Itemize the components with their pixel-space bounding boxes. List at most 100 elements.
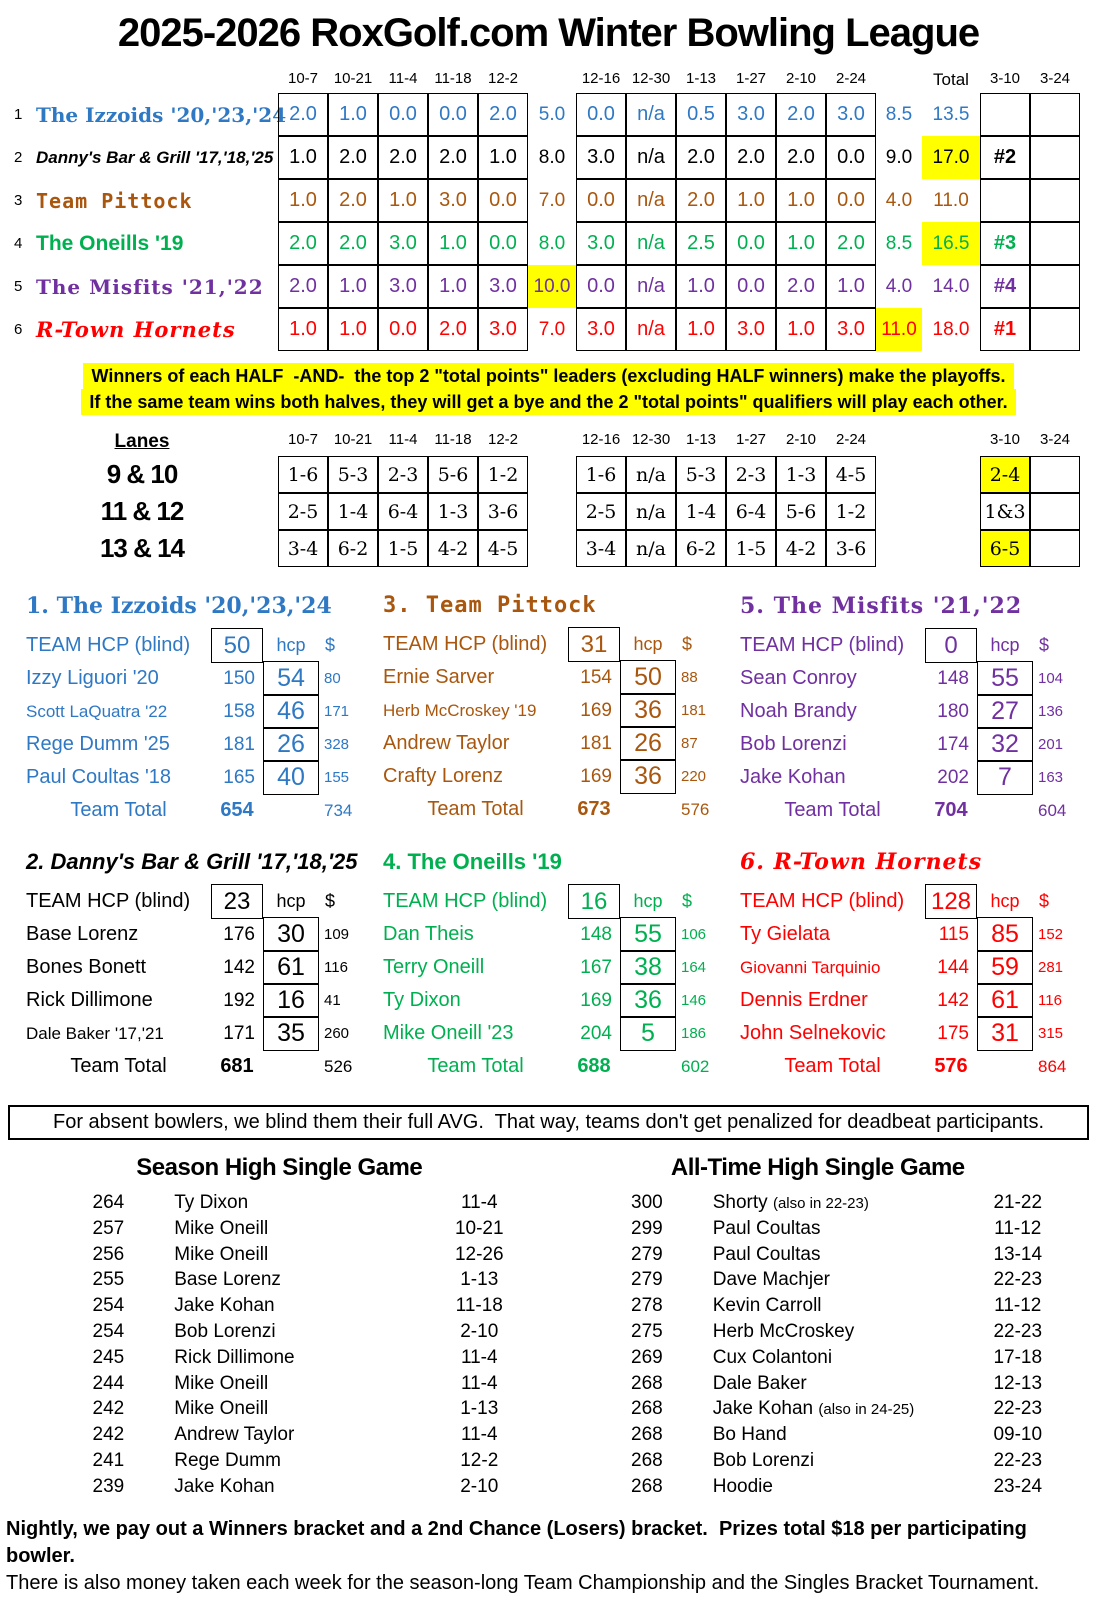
high-game-date: 11-4 xyxy=(460,1424,498,1446)
bowler-handicap: 30 xyxy=(263,917,319,952)
page-title: 2025-2026 RoxGolf.com Winter Bowling Lea… xyxy=(117,11,980,55)
team-hcp-label: TEAM HCP (blind) xyxy=(740,634,905,656)
hcp-column-header: hcp xyxy=(990,891,1020,911)
points-cell: 2.0 xyxy=(776,265,826,308)
lane-matchup-cell: 4-5 xyxy=(826,456,876,493)
date-header: 10-21 xyxy=(333,70,373,87)
high-game-date: 2-10 xyxy=(460,1475,499,1497)
bowler-money: 171 xyxy=(324,703,350,720)
bowler-money: 109 xyxy=(324,926,350,943)
date-header: 1-13 xyxy=(685,70,717,87)
points-cell: 2.0 xyxy=(676,136,726,179)
points-cell: 3.0 xyxy=(378,222,428,265)
points-cell: 2.0 xyxy=(278,265,328,308)
bowler-money: 136 xyxy=(1038,703,1064,720)
high-game-name: Bo Hand xyxy=(712,1424,787,1446)
header-spacer xyxy=(528,431,576,456)
bowler-average: 169 xyxy=(580,765,612,787)
bowler-handicap: 55 xyxy=(977,661,1033,696)
team-total-value: 704 xyxy=(934,799,968,821)
date-header: 1-27 xyxy=(735,431,767,448)
points-cell: 2.0 xyxy=(278,93,328,136)
half2-total: 8.5 xyxy=(885,232,913,254)
bowler-handicap: 61 xyxy=(263,950,319,985)
lane-matchup-cell: 3-6 xyxy=(478,493,528,530)
lane-matchup-cell: n/a xyxy=(626,493,676,530)
high-game-score: 242 xyxy=(92,1424,125,1446)
header-spacer xyxy=(528,70,576,93)
bowler-name: Crafty Lorenz xyxy=(383,765,504,787)
lane-matchup-cell: 6-4 xyxy=(378,493,428,530)
points-cell: 0.0 xyxy=(726,265,776,308)
bowler-money: 88 xyxy=(681,669,698,686)
playoff-empty-cell xyxy=(1030,308,1080,351)
lane-matchup-cell: 3-4 xyxy=(576,530,626,567)
points-cell: 1.0 xyxy=(328,93,378,136)
playoff-note-line1: Winners of each HALF -AND- the top 2 "to… xyxy=(83,363,1014,389)
bowler-average: 158 xyxy=(223,700,255,722)
bowler-average: 144 xyxy=(937,956,969,978)
lane-playoff-cell xyxy=(1030,456,1080,493)
team-rosters: 1. The Izzoids '20,'23,'24 TEAM HCP (blin… xyxy=(0,567,1097,1083)
alltime-high-rows: 300 Shorty (also in 22-23) 21-22 299 Paul Co… xyxy=(549,1192,1088,1502)
date-header: 12-2 xyxy=(487,70,519,87)
lanes-table: 9 & 10 1-6 5-3 2-3 5-6 1-2 1-6 n/a 5-3 2-3 1-3 4-5 2… xyxy=(6,456,1097,567)
lane-spacer xyxy=(528,456,576,493)
bowler-name: Paul Coultas '18 xyxy=(26,766,172,788)
lane-matchup-cell: 6-2 xyxy=(328,530,378,567)
bowler-name: Ernie Sarver xyxy=(383,666,495,688)
lane-matchup-cell: 5-6 xyxy=(776,493,826,530)
payout-note: Nightly, we pay out a Winners bracket an… xyxy=(6,1517,1033,1567)
bowler-handicap: 26 xyxy=(620,726,676,761)
header-spacer xyxy=(6,70,278,93)
lanes-date-header: Lanes 10-7 10-21 11-4 11-18 12-2 12-16 12-30 1-1… xyxy=(6,431,1097,456)
points-cell: 1.0 xyxy=(776,308,826,351)
team-hcp-value: 23 xyxy=(211,884,263,919)
roster-grid: TEAM HCP (blind) 50 hcp $ Izzy Liguori '20 15… xyxy=(26,628,369,827)
standings-table: 1 The Izzoids '20,'23,'24 2.0 1.0 0.0 0.0 2.0 5… xyxy=(6,93,1097,351)
points-cell: n/a xyxy=(626,308,676,351)
high-game-name: Mike Oneill xyxy=(174,1243,269,1265)
high-game-score: 275 xyxy=(631,1320,663,1342)
lane-playoff-cell xyxy=(1030,530,1080,567)
lane-matchup-cell: 5-3 xyxy=(676,456,726,493)
lane-spacer xyxy=(528,493,576,530)
roster-grid: TEAM HCP (blind) 0 hcp $ Sean Conroy 148 55 104… xyxy=(740,628,1083,827)
high-game-name: Paul Coultas xyxy=(712,1243,821,1265)
bowler-money: 41 xyxy=(324,992,341,1009)
bowler-name: Giovanni Tarquinio xyxy=(740,957,881,977)
bowler-average: 181 xyxy=(223,733,255,755)
high-game-date: 22-23 xyxy=(993,1398,1043,1420)
date-header: 12-2 xyxy=(487,431,519,448)
bowler-money: 152 xyxy=(1038,926,1064,943)
lane-matchup-cell: 1-5 xyxy=(726,530,776,567)
bowler-handicap: 27 xyxy=(977,694,1033,729)
half1-total: 8.0 xyxy=(538,146,566,168)
high-game-name: Hoodie xyxy=(712,1475,773,1497)
points-cell: 2.0 xyxy=(428,136,478,179)
team-row-name: 6 R-Town Hornets xyxy=(6,308,278,351)
lane-matchup-cell: 2-5 xyxy=(576,493,626,530)
date-header: 11-18 xyxy=(434,431,472,448)
high-game-date: 11-12 xyxy=(994,1217,1042,1239)
high-game-name: Andrew Taylor xyxy=(174,1424,295,1446)
bowler-name: Ty Gielata xyxy=(740,923,831,945)
bowler-average: 154 xyxy=(580,666,612,688)
team-row-name: 2 Danny's Bar & Grill '17,'18,'25 xyxy=(6,136,278,179)
bowler-money: 201 xyxy=(1038,736,1064,753)
roster-card: 2. Danny's Bar & Grill '17,'18,'25 TEAM H… xyxy=(26,849,369,1083)
lane-matchup-cell: 1-4 xyxy=(328,493,378,530)
hcp-column-header: hcp xyxy=(276,635,306,655)
team-hcp-label: TEAM HCP (blind) xyxy=(383,633,548,655)
money-column-header: $ xyxy=(682,891,693,911)
weekly-money-note: There is also money taken each week for … xyxy=(6,1571,1040,1594)
date-header: 11-18 xyxy=(434,70,472,87)
bowler-name: Dennis Erdner xyxy=(740,989,868,1011)
high-game-name: Kevin Carroll xyxy=(712,1295,822,1317)
points-cell: 0.0 xyxy=(378,308,428,351)
bowler-name: Mike Oneill '23 xyxy=(383,1022,514,1044)
bowler-handicap: 7 xyxy=(977,760,1033,795)
hcp-column-header: hcp xyxy=(633,634,663,654)
date-header: 10-7 xyxy=(287,431,319,448)
lane-matchup-cell: 1-6 xyxy=(278,456,328,493)
